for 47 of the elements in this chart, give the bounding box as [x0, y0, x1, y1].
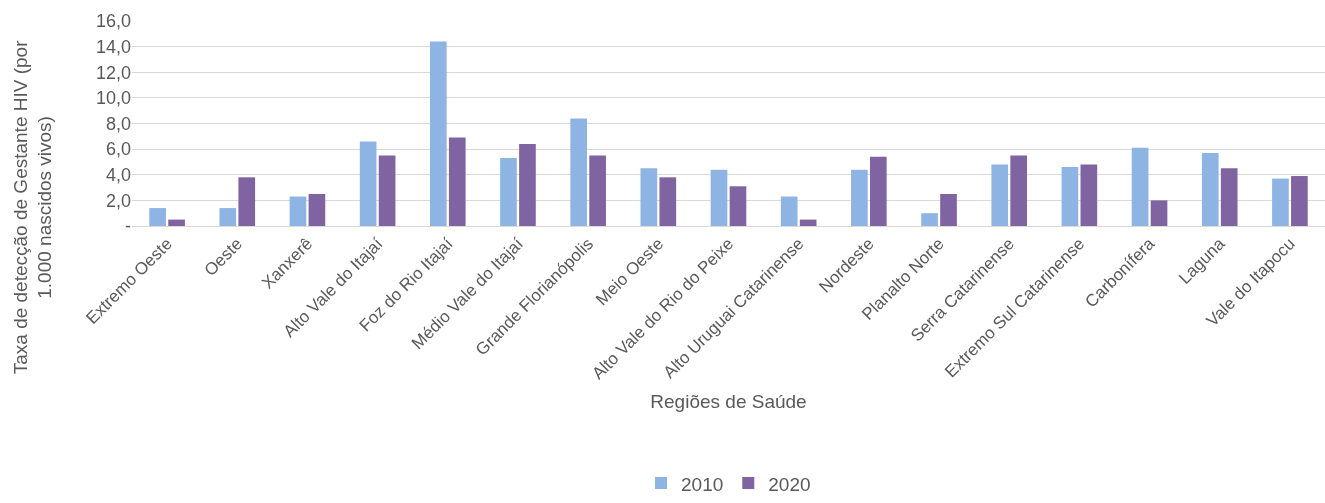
- bar: [238, 177, 256, 226]
- bar: [429, 41, 447, 226]
- bar: [851, 169, 868, 226]
- bar: [780, 196, 798, 226]
- bar: [1291, 176, 1308, 226]
- bar: [168, 219, 185, 226]
- legend-label: 2010: [681, 473, 724, 495]
- bar: [921, 213, 938, 226]
- bar: [500, 158, 517, 226]
- bar: [308, 193, 326, 226]
- bar: [869, 156, 887, 226]
- y-tick-label: 4,0: [105, 165, 131, 186]
- bar: [570, 118, 588, 226]
- bar: [729, 186, 747, 226]
- x-axis-title: Regiões de Saúde: [650, 390, 807, 412]
- y-tick-label: 12,0: [95, 62, 131, 83]
- bar: [1220, 168, 1238, 226]
- bar: [710, 169, 728, 226]
- y-tick-label: 6,0: [105, 139, 131, 160]
- bar: [448, 137, 466, 226]
- bar: [1201, 152, 1219, 226]
- y-tick-label: 8,0: [105, 113, 131, 134]
- bar: [378, 155, 396, 226]
- bar: [1061, 167, 1079, 226]
- bar: [1080, 164, 1098, 226]
- bar: [1131, 147, 1149, 226]
- bar: [940, 193, 957, 226]
- y-tick-label: 10,0: [95, 88, 131, 109]
- legend-label: 2020: [768, 473, 811, 495]
- bar: [1010, 155, 1028, 226]
- bar: [1150, 200, 1168, 226]
- y-tick-label: -: [125, 216, 131, 237]
- bar: [149, 208, 166, 226]
- bar: [991, 164, 1009, 226]
- bar: [219, 208, 237, 226]
- bar: [359, 141, 377, 226]
- y-tick-label: 2,0: [105, 190, 131, 211]
- bar: [589, 155, 606, 226]
- bar: [1272, 178, 1289, 226]
- y-axis-title: Taxa de detecção de Gestante HIV (por 1.000 nascidos vivos): [9, 39, 56, 375]
- bar: [799, 219, 817, 226]
- y-tick-label: 16,0: [95, 11, 131, 32]
- y-tick-label: 14,0: [95, 36, 131, 57]
- bar: [659, 177, 677, 226]
- bar: [640, 168, 658, 226]
- bar: [289, 196, 307, 226]
- bar: [519, 144, 536, 226]
